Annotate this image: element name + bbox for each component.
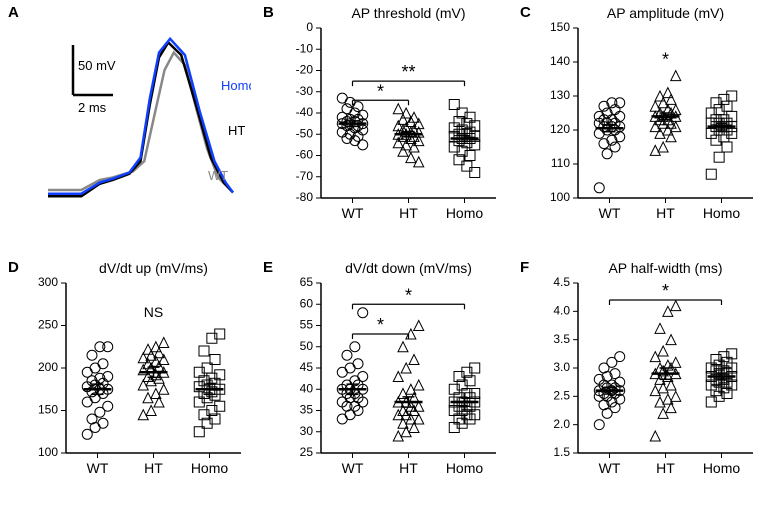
y-tick-label: -50 <box>296 126 314 140</box>
trace-label-ht: HT <box>228 123 245 138</box>
x-label-Homo: Homo <box>703 205 741 221</box>
x-label-Homo: Homo <box>703 460 741 476</box>
y-tick-label: -80 <box>296 190 314 204</box>
y-tick-label: 3.0 <box>553 360 570 374</box>
y-tick-label: 250 <box>38 318 58 332</box>
chart-F: AP half-width (ms) 1.5 2.0 2.5 3.0 3.5 4.0 4.5 W… <box>520 255 763 490</box>
chart-E: dV/dt down (mV/ms) 25 30 35 40 45 50 55 60 65 WT HT… <box>263 255 506 490</box>
y-tick-label: -60 <box>296 148 314 162</box>
y-tick-label: 120 <box>550 122 570 136</box>
x-label-WT: WT <box>599 205 621 221</box>
trace-label-wt: WT <box>208 168 228 183</box>
x-label-HT: HT <box>656 460 675 476</box>
sig-star: * <box>662 281 669 301</box>
ns-label: NS <box>144 304 163 320</box>
chart-title: AP amplitude (mV) <box>607 5 724 21</box>
y-tick-label: -40 <box>296 105 314 119</box>
sig-star: * <box>405 285 412 305</box>
x-label-WT: WT <box>599 460 621 476</box>
y-tick-label: 2.0 <box>553 417 570 431</box>
y-tick-label: 0 <box>306 20 313 34</box>
y-tick-label: 150 <box>38 403 58 417</box>
chart-title: dV/dt up (mV/ms) <box>99 260 208 276</box>
x-label-WT: WT <box>342 460 364 476</box>
x-label-HT: HT <box>144 460 163 476</box>
sig-star: * <box>377 81 384 101</box>
trace-label-homo: Homo <box>221 78 251 93</box>
y-tick-label: 25 <box>300 445 314 459</box>
y-tick-label: 50 <box>300 339 314 353</box>
y-tick-label: -20 <box>296 63 314 77</box>
scale-mv: 50 mV <box>78 58 116 73</box>
y-tick-label: 35 <box>300 403 314 417</box>
chart-D: dV/dt up (mV/ms) 100 150 200 250 300 WT HT Homo N… <box>8 255 251 490</box>
y-tick-label: 100 <box>38 445 58 459</box>
y-tick-label: 65 <box>300 275 314 289</box>
y-tick-label: 30 <box>300 424 314 438</box>
chart-C: AP amplitude (mV) 100 110 120 130 140 150 WT HT H… <box>520 0 763 235</box>
sig-star: ** <box>401 62 415 82</box>
y-tick-label: 150 <box>550 20 570 34</box>
y-tick-label: 60 <box>300 296 314 310</box>
y-tick-label: -70 <box>296 169 314 183</box>
chart-B: AP threshold (mV) -80 -70 -60 -50 -40 -30 -20 -1… <box>263 0 506 235</box>
y-tick-label: 140 <box>550 54 570 68</box>
y-tick-label: 130 <box>550 88 570 102</box>
x-label-Homo: Homo <box>446 205 484 221</box>
x-label-WT: WT <box>87 460 109 476</box>
y-tick-label: -30 <box>296 84 314 98</box>
x-label-Homo: Homo <box>446 460 484 476</box>
y-tick-label: 200 <box>38 360 58 374</box>
y-tick-label: 4.0 <box>553 304 570 318</box>
y-tick-label: -10 <box>296 41 314 55</box>
y-tick-label: 4.5 <box>553 275 570 289</box>
x-label-HT: HT <box>399 205 418 221</box>
trace-panel: 50 mV 2 ms Homo HT WT <box>8 0 251 235</box>
y-tick-label: 3.5 <box>553 332 570 346</box>
y-tick-label: 100 <box>550 190 570 204</box>
y-tick-label: 55 <box>300 318 314 332</box>
trace-ht <box>48 43 233 197</box>
trace-wt <box>48 53 233 193</box>
sig-star: * <box>662 49 669 69</box>
x-label-HT: HT <box>656 205 675 221</box>
y-tick-label: 1.5 <box>553 445 570 459</box>
y-tick-label: 2.5 <box>553 389 570 403</box>
sig-star: * <box>377 315 384 335</box>
y-tick-label: 300 <box>38 275 58 289</box>
chart-title: AP half-width (ms) <box>608 260 722 276</box>
y-tick-label: 40 <box>300 381 314 395</box>
scale-ms: 2 ms <box>78 100 107 115</box>
x-label-Homo: Homo <box>191 460 229 476</box>
x-label-HT: HT <box>399 460 418 476</box>
y-tick-label: 110 <box>551 156 570 170</box>
chart-title: AP threshold (mV) <box>351 5 465 21</box>
x-label-WT: WT <box>342 205 364 221</box>
y-tick-label: 45 <box>300 360 314 374</box>
trace-homo <box>48 39 233 194</box>
chart-title: dV/dt down (mV/ms) <box>345 260 472 276</box>
